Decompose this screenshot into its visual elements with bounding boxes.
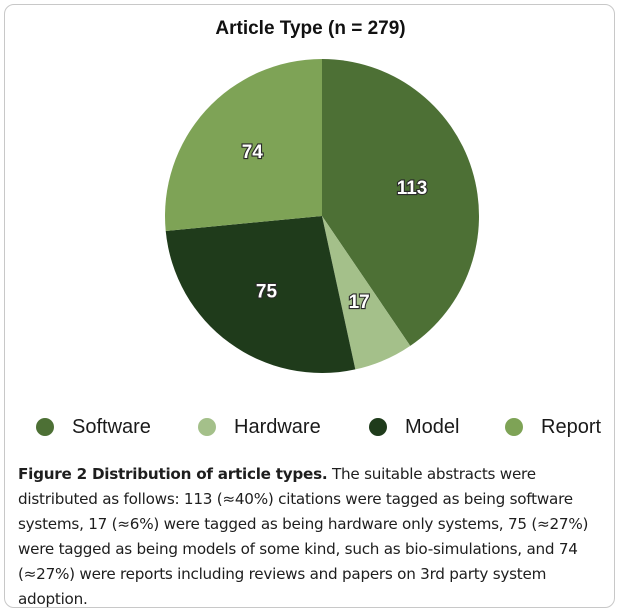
pie-slice-hardware	[322, 216, 411, 370]
legend-swatch-software	[36, 418, 54, 436]
chart-title: Article Type (n = 279)	[215, 18, 406, 39]
caption-label: Figure 2 Distribution of article types.	[18, 465, 328, 483]
legend-swatch-model	[369, 418, 387, 436]
pie-slice-model	[165, 216, 356, 373]
figure-caption: Figure 2 Distribution of article types. …	[18, 462, 612, 612]
legend-item-hardware: Hardware	[198, 412, 321, 442]
legend-swatch-hardware	[198, 418, 216, 436]
legend-label-hardware: Hardware	[234, 415, 321, 438]
legend-label-software: Software	[72, 415, 151, 438]
caption-text: The suitable abstracts were distributed …	[18, 465, 589, 608]
legend-label-model: Model	[405, 415, 460, 438]
pie-chart: 113 17 75 74	[165, 59, 480, 373]
pie-slice-report	[165, 59, 322, 232]
pie-slice-software	[322, 59, 480, 346]
legend-label-report: Report	[541, 415, 602, 438]
chart-legend: Software Hardware Model Report	[0, 412, 621, 442]
slice-value-label-software: 113	[397, 178, 428, 199]
legend-swatch-report	[505, 418, 523, 436]
legend-item-model: Model	[369, 412, 459, 442]
slice-value-label-model: 75	[256, 282, 278, 303]
legend-item-report: Report	[505, 412, 601, 442]
slice-value-label-hardware: 17	[349, 292, 370, 313]
slice-value-label-report: 74	[242, 142, 264, 163]
legend-item-software: Software	[36, 412, 151, 442]
